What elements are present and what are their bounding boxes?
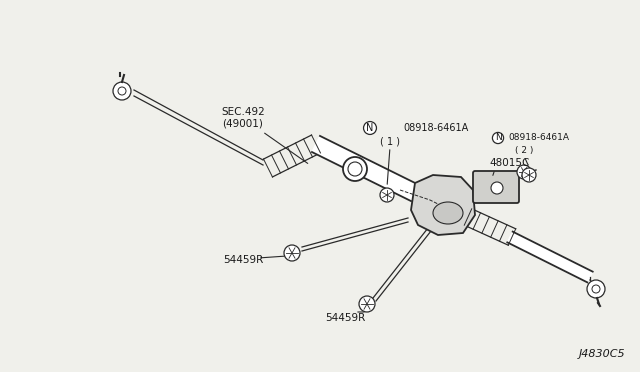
Text: 54459R: 54459R (325, 313, 365, 323)
Polygon shape (508, 232, 593, 282)
Circle shape (113, 82, 131, 100)
Text: ( 1 ): ( 1 ) (380, 136, 400, 146)
Circle shape (587, 280, 605, 298)
Text: ( 2 ): ( 2 ) (515, 145, 533, 154)
Text: 08918-6461A: 08918-6461A (403, 123, 468, 133)
Polygon shape (411, 175, 475, 235)
Circle shape (491, 182, 503, 194)
Circle shape (522, 168, 536, 182)
Text: SEC.492
(49001): SEC.492 (49001) (221, 107, 308, 163)
Text: N: N (366, 123, 374, 133)
Circle shape (359, 296, 375, 312)
Circle shape (343, 157, 367, 181)
Text: 54459R: 54459R (223, 255, 263, 265)
Circle shape (380, 188, 394, 202)
Text: 48015C: 48015C (489, 158, 529, 168)
Circle shape (517, 165, 531, 179)
Text: 08918-6461A: 08918-6461A (508, 134, 569, 142)
Polygon shape (312, 136, 419, 201)
Ellipse shape (433, 202, 463, 224)
Circle shape (284, 245, 300, 261)
Text: N: N (495, 134, 501, 142)
FancyBboxPatch shape (473, 171, 519, 203)
Text: J4830C5: J4830C5 (579, 349, 625, 359)
